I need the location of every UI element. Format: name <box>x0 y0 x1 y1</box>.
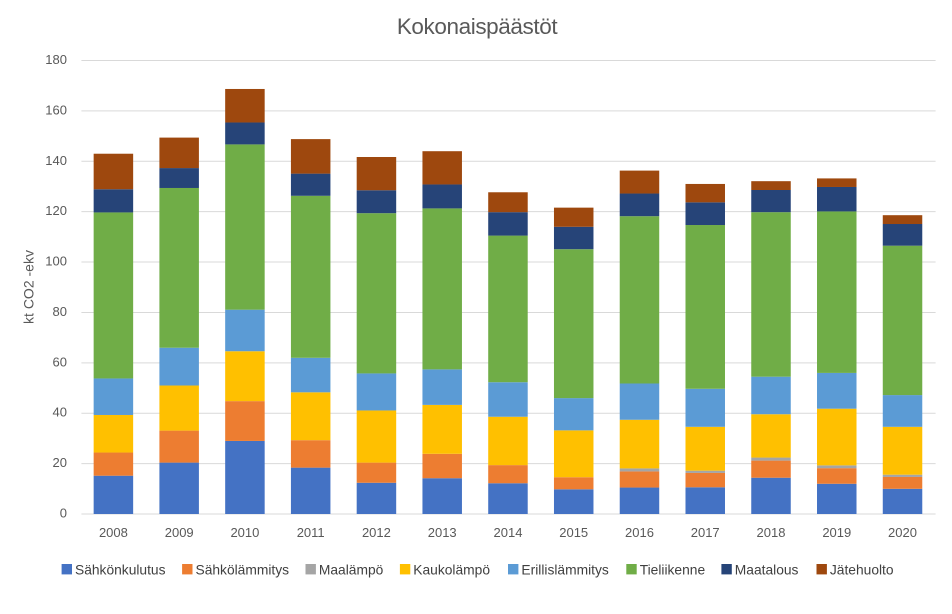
svg-text:100: 100 <box>45 254 67 269</box>
svg-text:2013: 2013 <box>428 525 457 540</box>
svg-text:Erillislämmitys: Erillislämmitys <box>521 562 608 577</box>
svg-text:Maatalous: Maatalous <box>735 562 799 577</box>
svg-text:40: 40 <box>53 405 67 420</box>
svg-text:Kaukolämpö: Kaukolämpö <box>413 562 490 577</box>
svg-text:160: 160 <box>45 102 67 117</box>
svg-text:2010: 2010 <box>230 525 259 540</box>
svg-text:Kokonaispäästöt: Kokonaispäästöt <box>397 14 559 39</box>
svg-text:2014: 2014 <box>494 525 523 540</box>
svg-text:2018: 2018 <box>757 525 786 540</box>
svg-text:2009: 2009 <box>165 525 194 540</box>
svg-text:2011: 2011 <box>297 525 325 540</box>
svg-text:120: 120 <box>45 203 67 218</box>
svg-text:20: 20 <box>53 455 67 470</box>
svg-text:2020: 2020 <box>888 525 917 540</box>
svg-text:2008: 2008 <box>99 525 128 540</box>
svg-text:Sähkölämmitys: Sähkölämmitys <box>196 562 290 577</box>
svg-text:Tieliikenne: Tieliikenne <box>640 562 706 577</box>
svg-text:2019: 2019 <box>822 525 851 540</box>
svg-text:kt CO2 -ekv: kt CO2 -ekv <box>21 250 37 324</box>
svg-text:Maalämpö: Maalämpö <box>319 562 384 577</box>
svg-text:180: 180 <box>45 52 67 67</box>
svg-text:2012: 2012 <box>362 525 391 540</box>
svg-text:60: 60 <box>53 354 67 369</box>
svg-text:2015: 2015 <box>559 525 588 540</box>
svg-text:Jätehuolto: Jätehuolto <box>830 562 894 577</box>
svg-text:2016: 2016 <box>625 525 654 540</box>
svg-text:80: 80 <box>53 304 67 319</box>
svg-text:Sähkönkulutus: Sähkönkulutus <box>75 562 166 577</box>
svg-text:2017: 2017 <box>691 525 720 540</box>
svg-text:140: 140 <box>45 153 67 168</box>
svg-text:0: 0 <box>60 506 67 521</box>
